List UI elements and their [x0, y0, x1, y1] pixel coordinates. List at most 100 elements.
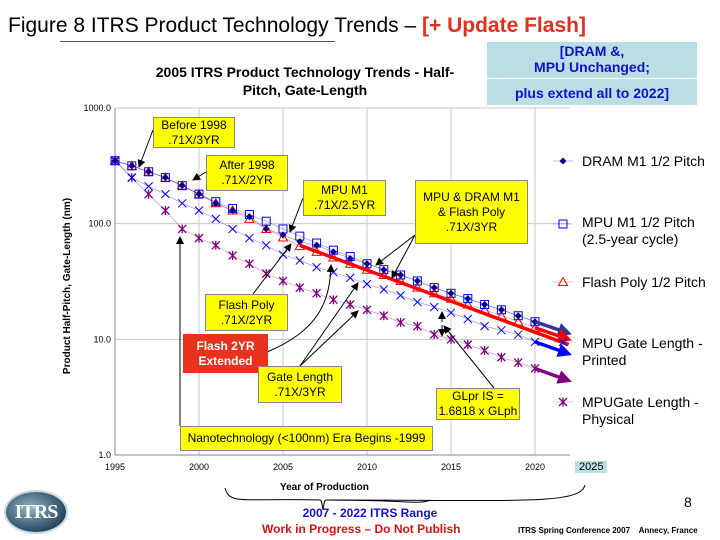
- legend-marker-printed: [558, 337, 568, 347]
- data-point-printed: [429, 302, 439, 312]
- data-point-mpu: [261, 216, 271, 226]
- chart-title: 2005 ITRS Product Technology Trends - Ha…: [155, 64, 455, 98]
- annotation-text: MPU M1: [321, 183, 368, 197]
- annotation-mpu-dram-flash: MPU & DRAM M1 & Flash Poly .71X/3YR: [415, 180, 528, 244]
- x-tick-label: 2010: [357, 462, 377, 472]
- data-point-printed: [362, 279, 372, 289]
- data-point-dram: [413, 277, 421, 285]
- data-point-dram: [262, 225, 270, 233]
- data-point-dram: [430, 284, 438, 292]
- annotation-text: Flash 2YR: [196, 338, 255, 353]
- annotation-text: .71X/2YR: [221, 173, 273, 187]
- annotation-text: Extended: [198, 353, 253, 368]
- flash-2yr-extended-line: [299, 243, 570, 347]
- series-dram: [111, 157, 539, 326]
- data-point-mpu: [463, 294, 473, 304]
- x-axis-label: Year of Production: [280, 482, 369, 493]
- year-2025-label: 2025: [575, 461, 608, 473]
- annotation-text: .71X/3YR: [445, 219, 498, 234]
- data-point-dram: [481, 301, 489, 309]
- data-point-physical: [244, 259, 254, 269]
- legend-item-physical: [553, 397, 573, 407]
- itrs-logo: ITRS: [4, 490, 68, 534]
- annotation-text: GLpr IS =: [452, 389, 504, 403]
- annotation-text: .71X/2.5YR: [313, 198, 376, 212]
- footer-warning: Work in Progress – Do Not Publish: [262, 522, 461, 536]
- annotation-arrow: [192, 171, 207, 181]
- x-tick-label: 2005: [273, 462, 293, 472]
- range-brace: [224, 487, 431, 511]
- annotation-arrow: [252, 243, 292, 295]
- data-point-printed: [194, 206, 204, 215]
- data-point-printed: [144, 182, 153, 191]
- annotation-text: After 1998: [219, 158, 275, 172]
- annotation-arrow: [375, 234, 416, 266]
- annotation-gate-length: Gate Length .71X/3YR: [258, 366, 342, 403]
- legend-marker-physical: [558, 397, 568, 407]
- data-point-physical: [463, 340, 473, 350]
- data-point-printed: [497, 325, 506, 335]
- data-point-mpu: [362, 259, 372, 269]
- data-point-physical: [496, 352, 506, 362]
- annotation-text: Nanotechnology (<100nm) Era Begins -1999: [187, 431, 426, 445]
- data-point-printed: [480, 321, 489, 331]
- footer-conference: ITRS Spring Conference 2007 Annecy, Fran…: [518, 526, 698, 535]
- data-point-dram: [279, 231, 287, 239]
- title-underline: [60, 41, 335, 42]
- legend-item-printed: [553, 337, 573, 347]
- data-point-mpu: [496, 305, 506, 315]
- data-point-dram: [329, 248, 337, 256]
- legend-label-dram: DRAM M1 1/2 Pitch: [582, 153, 705, 169]
- legend-label-mpu: MPU M1 1/2 Pitch (2.5-year cycle): [582, 214, 695, 247]
- series-line-mpu: [114, 160, 536, 323]
- data-point-mpu: [513, 311, 523, 321]
- data-point-printed: [345, 273, 355, 283]
- annotation-arrow: [137, 129, 154, 168]
- series-physical: [110, 156, 540, 373]
- data-point-printed: [127, 173, 137, 182]
- extension-arrow: [534, 326, 572, 343]
- annotation-nanotech: Nanotechnology (<100nm) Era Begins -1999: [180, 426, 433, 451]
- data-point-printed: [413, 297, 422, 307]
- data-point-printed: [211, 214, 221, 224]
- x-tick-label: 2020: [525, 462, 545, 472]
- data-point-dram: [380, 266, 388, 274]
- data-point-printed: [228, 224, 237, 234]
- annotation-text: Before 1998: [161, 117, 227, 132]
- data-point-mpu: [412, 276, 422, 286]
- x-tick-label: 1995: [105, 462, 125, 472]
- annotation-glpr: GLpr IS = 1.6818 x GLph: [436, 388, 520, 420]
- data-point-dram: [447, 289, 455, 297]
- data-point-printed: [513, 330, 523, 339]
- y-tick-label: 1.0: [98, 450, 111, 460]
- annotation-arrow: [299, 282, 359, 367]
- data-point-dram: [464, 295, 472, 303]
- logo-text: ITRS: [14, 500, 59, 523]
- data-point-printed: [161, 189, 170, 199]
- data-point-printed: [312, 262, 321, 272]
- data-point-physical: [396, 317, 406, 327]
- data-point-mpu: [110, 156, 120, 166]
- data-point-physical: [194, 233, 204, 243]
- data-point-mpu: [446, 288, 456, 298]
- data-point-dram: [397, 271, 405, 279]
- series-line-printed: [114, 160, 536, 343]
- legend-item-mpu: [553, 219, 573, 229]
- legend-label-physical: MPUGate Length - Physical: [582, 394, 699, 427]
- data-point-dram: [212, 199, 220, 207]
- data-point-physical: [211, 240, 221, 250]
- data-point-physical: [312, 288, 322, 298]
- data-point-printed: [396, 291, 405, 300]
- data-point-printed: [261, 240, 271, 250]
- y-tick-label: 10.0: [93, 334, 111, 344]
- annotation-before-1998: Before 1998.71X/3YR: [153, 117, 235, 148]
- data-point-physical: [228, 251, 238, 261]
- x-tick-label: 2015: [441, 462, 461, 472]
- data-point-mpu: [144, 167, 154, 177]
- annotation-flash-2yr-extended: Flash 2YR Extended: [183, 334, 268, 373]
- data-point-printed: [177, 198, 187, 208]
- annotation-text: Flash Poly: [218, 297, 275, 312]
- legend-item-dram: [553, 157, 573, 165]
- data-point-printed: [295, 256, 305, 265]
